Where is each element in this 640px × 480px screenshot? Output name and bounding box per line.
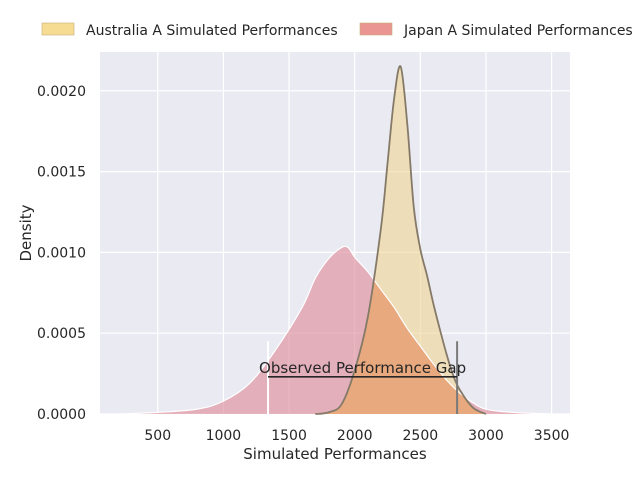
y-axis-ticks: 0.0000 0.0005 0.0010 0.0015 0.0020 [37, 84, 86, 423]
legend-label-0: Australia A Simulated Performances [86, 23, 338, 39]
x-tick-label: 1500 [271, 428, 307, 444]
legend-label-1: Japan A Simulated Performances [403, 23, 633, 39]
legend-swatch-1 [359, 22, 393, 36]
x-tick-label: 3000 [468, 428, 504, 444]
y-tick-label: 0.0010 [37, 245, 86, 261]
legend: Australia A Simulated Performances Japan … [41, 22, 633, 39]
x-tick-label: 3500 [534, 428, 570, 444]
x-tick-label: 2000 [337, 428, 373, 444]
y-tick-label: 0.0015 [37, 165, 86, 181]
y-axis-label: Density [17, 204, 35, 261]
x-axis-ticks: 500 1000 1500 2000 2500 3000 3500 [144, 428, 569, 444]
density-areas [118, 65, 552, 415]
x-tick-label: 1000 [206, 428, 242, 444]
japan-density-area [118, 246, 552, 414]
x-axis-label: Simulated Performances [243, 445, 427, 463]
gap-label: Observed Performance Gap [259, 359, 466, 377]
australia-density-area [315, 66, 486, 415]
x-tick-label: 500 [144, 428, 171, 444]
x-tick-label: 2500 [403, 428, 439, 444]
y-tick-label: 0.0000 [37, 407, 86, 423]
y-tick-label: 0.0020 [37, 84, 86, 100]
y-tick-label: 0.0005 [37, 326, 86, 342]
japan-density-line [118, 245, 552, 415]
legend-swatch-0 [41, 22, 75, 36]
performance-gap-annotation: Observed Performance Gap [259, 341, 466, 414]
australia-density-line [315, 65, 487, 415]
